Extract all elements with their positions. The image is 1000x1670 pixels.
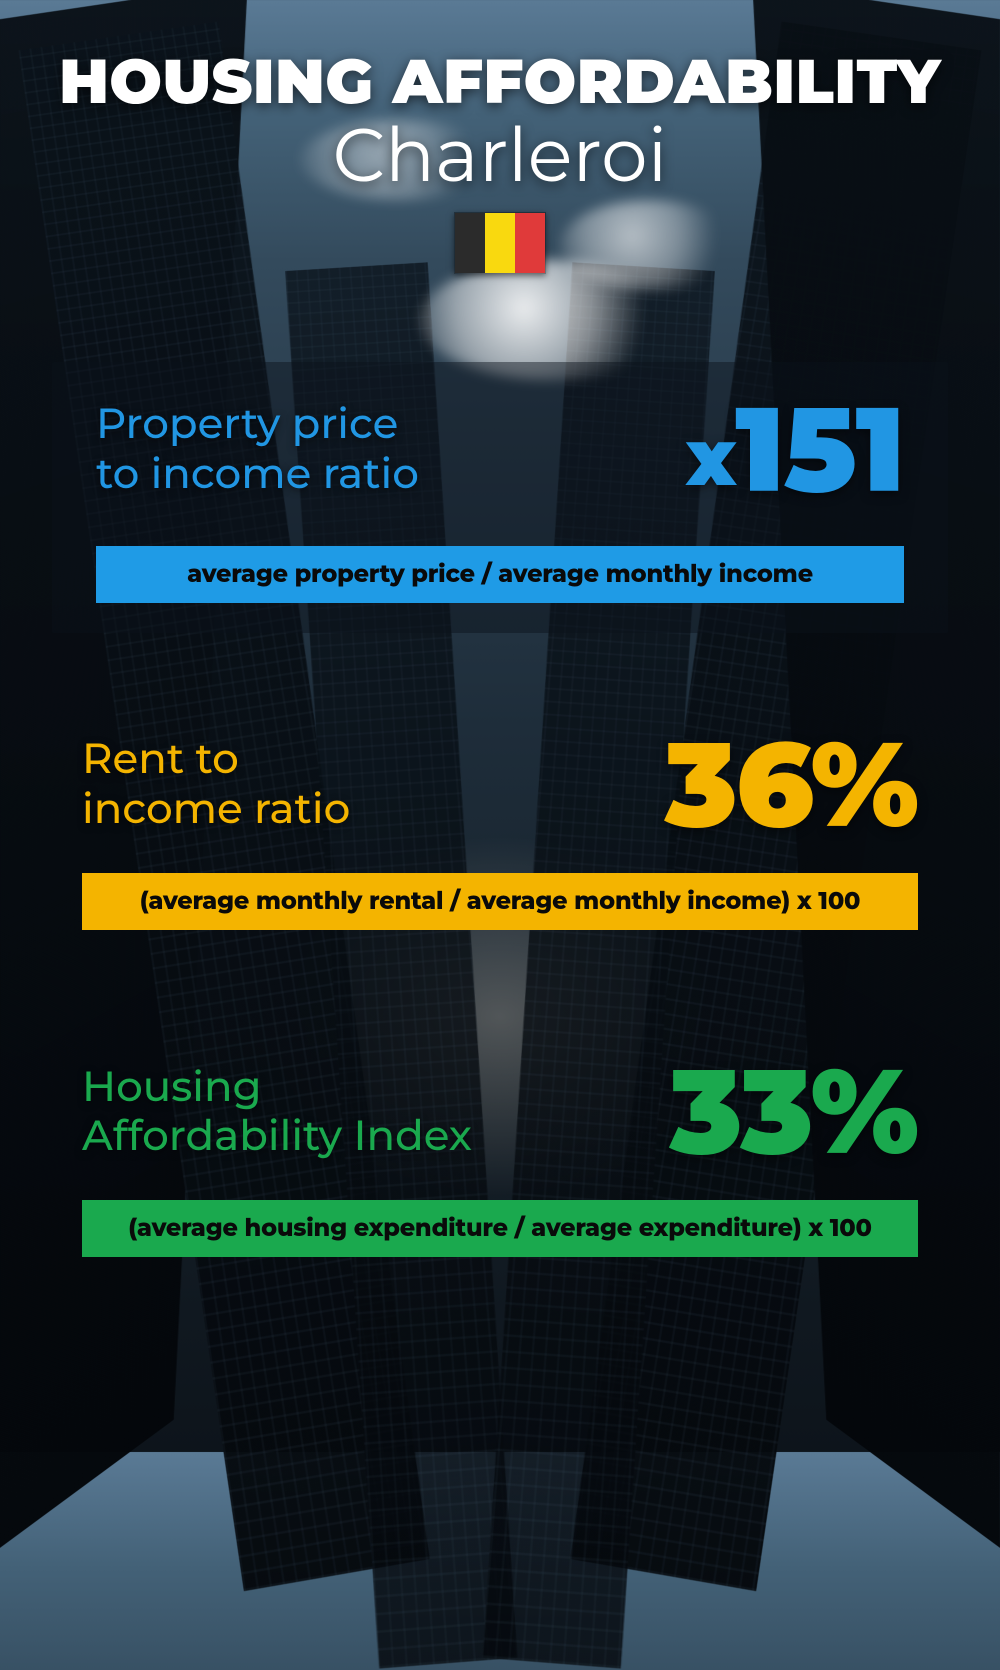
flag-stripe-red — [515, 213, 545, 273]
flag-stripe-black — [455, 213, 485, 273]
metric-label: Property price to income ratio — [96, 399, 419, 498]
metric-row: Rent to income ratio 36% — [82, 731, 918, 837]
metric-value: 36% — [665, 731, 918, 837]
belgium-flag-icon — [454, 212, 546, 274]
metric-value: 33% — [670, 1058, 918, 1164]
metric-value-prefix: x — [686, 409, 735, 505]
metric-row: Property price to income ratio x151 — [96, 396, 904, 502]
metric-formula: average property price / average monthly… — [96, 546, 904, 603]
metric-value-number: 33% — [670, 1039, 918, 1183]
metric-label: Rent to income ratio — [82, 734, 350, 833]
metric-card-rent: Rent to income ratio 36% (average monthl… — [52, 697, 948, 960]
metric-formula: (average housing expenditure / average e… — [82, 1200, 918, 1257]
metric-card-property-price: Property price to income ratio x151 aver… — [52, 362, 948, 633]
flag-stripe-yellow — [485, 213, 515, 273]
metric-formula: (average monthly rental / average monthl… — [82, 873, 918, 930]
metric-value: x151 — [686, 396, 904, 502]
city-subtitle: Charleroi — [52, 116, 948, 194]
metric-value-number: 151 — [735, 377, 904, 521]
metric-value-number: 36% — [665, 712, 918, 856]
infographic-root: HOUSING AFFORDABILITY Charleroi Property… — [0, 0, 1000, 1452]
metric-label: Housing Affordability Index — [82, 1062, 472, 1161]
metric-card-hai: Housing Affordability Index 33% (average… — [52, 1024, 948, 1287]
metric-row: Housing Affordability Index 33% — [82, 1058, 918, 1164]
main-title: HOUSING AFFORDABILITY — [52, 50, 948, 112]
